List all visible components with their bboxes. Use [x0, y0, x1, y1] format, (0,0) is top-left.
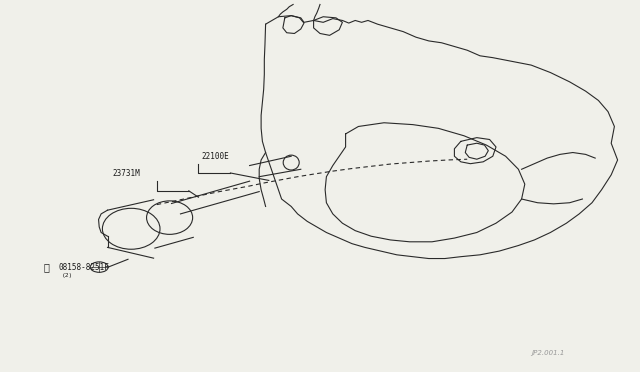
Text: Ⓑ: Ⓑ [44, 262, 50, 272]
Text: (2): (2) [62, 273, 74, 278]
Text: 23731M: 23731M [112, 169, 140, 178]
Text: JP2.001.1: JP2.001.1 [531, 350, 564, 356]
Text: 08158-8251F: 08158-8251F [59, 263, 109, 272]
Text: 22100E: 22100E [202, 152, 229, 161]
